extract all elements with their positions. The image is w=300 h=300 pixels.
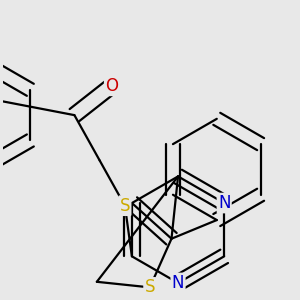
Text: O: O <box>105 77 118 95</box>
Text: S: S <box>120 197 130 215</box>
Text: N: N <box>218 194 230 212</box>
Text: S: S <box>145 278 155 296</box>
Text: N: N <box>172 274 184 292</box>
